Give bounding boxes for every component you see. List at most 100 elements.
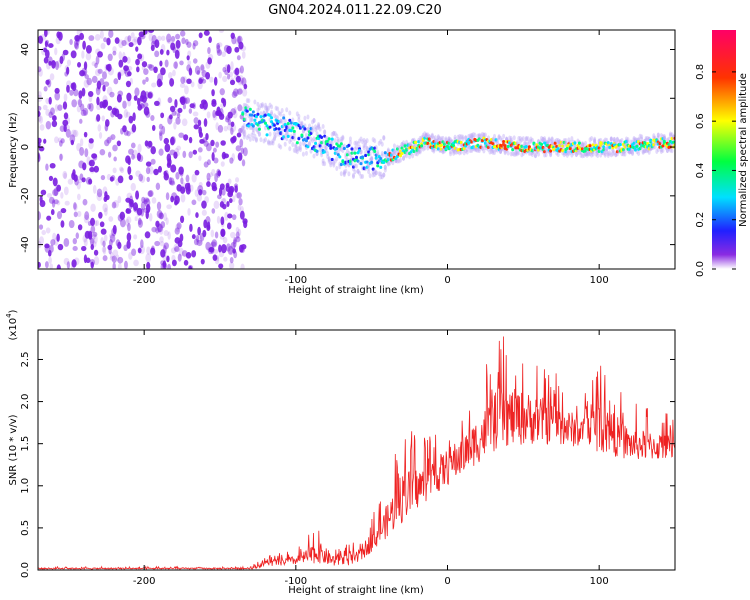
spectrogram-halo-cell: [279, 118, 283, 124]
spectrogram-noise-cell: [179, 233, 184, 242]
spectrogram-x-ticks: -200 -100 0 100: [133, 30, 609, 286]
spectrogram-noise-cell: [137, 36, 142, 46]
spectrogram-halo-cell: [283, 141, 287, 147]
spectrogram-halo-cell: [461, 136, 465, 142]
spectrogram-signal-cell: [283, 128, 287, 133]
spectrogram-noise-cell: [59, 55, 64, 65]
spectrogram-signal-cell: [330, 137, 334, 141]
spectrogram-noise-cell: [113, 200, 119, 209]
spectrogram-noise-cell: [53, 187, 59, 197]
spectrogram-noise-cell: [88, 178, 93, 185]
spectrogram-signal-cell: [355, 155, 358, 159]
spectrogram-noise-cell: [208, 246, 215, 253]
spectrogram-halo-cell: [606, 151, 610, 157]
spectrogram-halo-cell: [297, 117, 301, 123]
spectrogram-signal-cell: [483, 141, 487, 145]
spectrogram-noise-cell: [117, 256, 124, 264]
spectrogram-signal-cell: [256, 112, 260, 116]
spectrogram-halo-cell: [298, 141, 302, 147]
spectrogram-signal-cell: [602, 148, 606, 152]
spectrogram-noise-cell: [195, 212, 199, 219]
spectrogram-signal-cell: [511, 147, 515, 152]
spectrogram-noise-cell: [186, 78, 192, 85]
spectrogram-noise-cell: [45, 109, 51, 116]
spectrogram-noise-cell: [170, 195, 175, 203]
spectrogram-halo-cell: [326, 154, 330, 160]
spectrogram-noise-cell: [191, 250, 197, 258]
spectrogram-noise-cell: [213, 76, 218, 86]
spectrogram-halo-cell: [629, 139, 633, 145]
spectrogram-halo-cell: [411, 153, 415, 159]
spectrogram-noise-cell: [147, 63, 153, 69]
spectrogram-noise-cell: [107, 244, 113, 251]
spectrogram-halo-cell: [641, 148, 645, 154]
spectrogram-halo-cell: [605, 149, 609, 155]
spectrogram-halo-cell: [524, 136, 528, 142]
spectrogram-signal-cell: [289, 121, 293, 125]
spectrogram-noise-cell: [75, 36, 80, 46]
spectrogram-halo-cell: [526, 141, 530, 147]
spectrogram-halo-cell: [470, 133, 474, 139]
spectrogram-noise-cell: [126, 56, 131, 64]
spectrogram-noise-cell: [158, 123, 163, 130]
spectrogram-noise-cell: [153, 66, 158, 74]
spectrogram-noise-cell: [71, 262, 75, 269]
spectrogram-noise-cell: [205, 72, 211, 80]
spectrogram-noise-cell: [215, 122, 219, 131]
spectrogram-noise-cell: [160, 67, 166, 76]
spectrogram-noise-cell: [91, 241, 97, 248]
spectrogram-noise-cell: [100, 175, 106, 181]
spectrogram-halo-cell: [603, 151, 607, 157]
spectrogram-signal-cell: [339, 142, 343, 146]
spectrogram-halo-cell: [459, 134, 463, 140]
spectrogram-noise-cell: [48, 96, 52, 105]
spectrogram-halo-cell: [383, 167, 387, 173]
spectrogram-noise-cell: [166, 255, 170, 263]
spectrogram-halo-cell: [476, 133, 480, 139]
spectrogram-halo-cell: [248, 136, 252, 142]
spectrogram-halo-cell: [279, 118, 283, 124]
spectrogram-noise-cell: [182, 103, 187, 110]
spectrogram-halo-cell: [380, 153, 384, 159]
spectrogram-halo-cell: [424, 133, 428, 139]
spectrogram-noise-cell: [143, 102, 149, 108]
spectrogram-noise-cell: [38, 152, 41, 162]
spectrogram-noise-cell: [73, 211, 78, 218]
spectrogram-halo-cell: [564, 140, 568, 146]
spectrogram-halo-cell: [549, 152, 553, 158]
spectrogram-noise-cell: [170, 136, 175, 146]
spectrogram-signal-cell: [652, 143, 656, 147]
spectrogram-signal-cell: [439, 147, 443, 151]
spectrogram-halo-cell: [564, 138, 568, 144]
spectrogram-halo-cell: [292, 136, 296, 142]
spectrogram-noise-cell: [44, 243, 50, 249]
spectrogram-signal-cell: [282, 135, 286, 139]
spectrogram-signal-cell: [370, 160, 374, 165]
spectrogram-halo-cell: [556, 139, 560, 145]
spectrogram-noise-cell: [103, 196, 108, 202]
spectrogram-signal-cell: [671, 140, 675, 144]
spectrogram-noise-cell: [216, 49, 222, 56]
spectrogram-noise-cell: [217, 124, 224, 133]
spectrogram-noise-cell: [193, 124, 200, 130]
spectrogram-signal-cell: [391, 148, 395, 152]
spectrogram-halo-cell: [242, 131, 246, 137]
spectrogram-halo-cell: [429, 135, 433, 141]
y-tick-label: 1.5: [20, 436, 31, 452]
spectrogram-halo-cell: [518, 139, 522, 145]
spectrogram-halo-cell: [345, 148, 349, 154]
spectrogram-noise-cell: [239, 138, 244, 148]
spectrogram-halo-cell: [323, 143, 327, 149]
spectrogram-signal-cell: [323, 134, 327, 138]
spectrogram-halo-cell: [520, 137, 524, 143]
spectrogram-noise-cell: [154, 50, 160, 58]
spectrogram-signal-cell: [635, 144, 639, 148]
spectrogram-noise-cell: [71, 99, 78, 108]
spectrogram-noise-cell: [101, 246, 106, 253]
spectrogram-noise-cell: [200, 64, 205, 71]
spectrogram-halo-cell: [321, 123, 325, 129]
spectrogram-halo-cell: [329, 162, 333, 168]
spectrogram-halo-cell: [574, 151, 578, 157]
spectrogram-noise-cell: [170, 247, 177, 254]
spectrogram-halo-cell: [314, 124, 318, 130]
